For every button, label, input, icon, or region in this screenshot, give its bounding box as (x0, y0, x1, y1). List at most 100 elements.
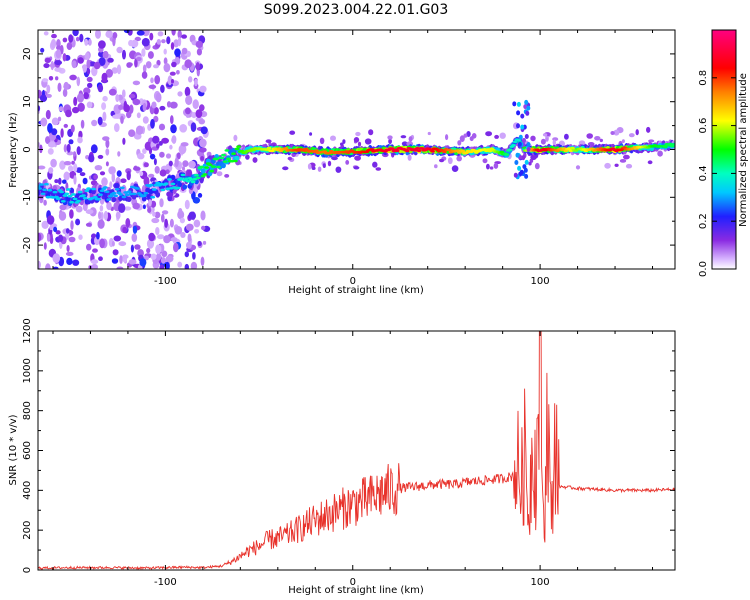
heatmap-noise-cell (184, 251, 189, 258)
heatmap-noise-cell (128, 129, 136, 137)
heatmap-noise-cell (38, 105, 41, 112)
heatmap-noise-cell (148, 199, 152, 207)
y-tick-label: 400 (22, 481, 33, 500)
heatmap-noise-cell (99, 171, 106, 176)
heatmap-noise-cell (141, 48, 146, 57)
heatmap-noise-cell (187, 233, 192, 243)
heatmap-noise-cell (163, 63, 171, 73)
heatmap-noise-cell (199, 104, 205, 112)
heatmap-noise-cell (50, 158, 57, 168)
heatmap-noise-cell (188, 76, 193, 83)
heatmap-noise-cell (154, 75, 161, 85)
heatmap-noise-cell (51, 128, 58, 136)
heatmap-noise-cell (142, 204, 146, 210)
heatmap-noise-cell (86, 68, 91, 75)
heatmap-noise-cell (63, 123, 68, 128)
heatmap-ridge-cell (118, 193, 123, 196)
heatmap-noise-cell (155, 244, 162, 254)
heatmap-noise-cell (153, 115, 159, 123)
heatmap-burst-cell (516, 101, 521, 107)
heatmap-ridge-cell (442, 150, 447, 154)
heatmap-noise-cell (169, 101, 178, 109)
heatmap-ridge-cell (72, 197, 78, 201)
heatmap-noise-cell (200, 256, 205, 266)
heatmap-noise-cell (148, 232, 156, 242)
heatmap-ridge-cell (180, 173, 186, 177)
heatmap-noise-cell (169, 71, 176, 76)
heatmap-noise-cell (56, 45, 62, 50)
heatmap-noise-cell (118, 203, 126, 214)
heatmap-noise-cell (105, 139, 110, 149)
heatmap-ridge-cell (57, 192, 63, 198)
heatmap-noise-cell (124, 104, 130, 113)
heatmap-noise-cell (174, 226, 183, 235)
heatmap-burst-cell (526, 105, 531, 111)
heatmap-ridge-cell (67, 194, 73, 198)
heatmap-ridge-cell (175, 186, 181, 190)
heatmap-noise-cell (94, 165, 103, 171)
heatmap-ridge-cell (39, 183, 44, 186)
heatmap-noise-cell (542, 133, 548, 137)
heatmap-noise-cell (43, 31, 49, 36)
heatmap-noise-cell (62, 88, 68, 98)
heatmap-noise-cell (181, 47, 188, 55)
heatmap-noise-cell (70, 220, 74, 231)
heatmap-noise-cell (108, 166, 116, 175)
heatmap-noise-cell (54, 60, 62, 66)
heatmap-noise-cell (434, 164, 438, 169)
heatmap-ridge-cell (211, 165, 216, 168)
heatmap-noise-cell (181, 34, 188, 39)
heatmap-noise-cell (646, 126, 651, 133)
heatmap-noise-cell (604, 162, 611, 169)
heatmap-noise-cell (171, 135, 177, 144)
heatmap-noise-cell (88, 38, 92, 46)
heatmap-noise-cell (355, 131, 361, 137)
heatmap-noise-cell (621, 139, 625, 144)
heatmap-noise-cell (116, 64, 122, 75)
heatmap-noise-cell (530, 154, 537, 160)
heatmap-noise-cell (46, 233, 51, 242)
heatmap-noise-cell (38, 260, 41, 269)
heatmap-noise-cell (354, 155, 361, 161)
heatmap-ridge-cell (131, 194, 137, 200)
heatmap-ridge-cell (84, 189, 90, 192)
heatmap-noise-cell (564, 133, 569, 140)
heatmap-ridge-cell (507, 148, 513, 151)
heatmap-noise-cell (156, 143, 160, 149)
heatmap-noise-cell (159, 198, 164, 208)
heatmap-noise-cell (111, 67, 119, 74)
heatmap-ridge-cell (671, 143, 675, 146)
heatmap-noise-cell (372, 161, 378, 168)
heatmap-noise-cell (122, 137, 126, 145)
heatmap-noise-cell (182, 160, 189, 168)
heatmap-noise-cell (185, 223, 194, 231)
heatmap-noise-cell (58, 177, 62, 185)
heatmap-noise-cell (120, 115, 124, 124)
heatmap-noise-cell (471, 133, 477, 139)
heatmap-noise-cell (132, 98, 141, 106)
heatmap-noise-cell (60, 128, 64, 138)
heatmap-noise-cell (161, 213, 165, 223)
heatmap-noise-cell (364, 138, 372, 145)
colorbar-tick-label: 0.2 (698, 213, 709, 229)
heatmap-noise-cell (96, 231, 100, 240)
heatmap-noise-cell (45, 93, 52, 98)
heatmap-burst-cell (524, 99, 529, 105)
x-tick-label: -100 (154, 577, 177, 588)
heatmap-ridge-cell (38, 185, 41, 188)
heatmap-noise-cell (439, 158, 445, 163)
heatmap-ridge-cell (60, 200, 66, 203)
heatmap-noise-cell (387, 135, 393, 140)
heatmap-ridge-cell (194, 173, 199, 177)
heatmap-burst-cell (515, 152, 520, 158)
heatmap-noise-cell (73, 151, 76, 157)
heatmap-ridge-cell (45, 195, 51, 199)
heatmap-burst-cell (516, 110, 521, 116)
heatmap-noise-cell (197, 193, 203, 198)
heatmap-ridge-cell (128, 192, 134, 196)
heatmap-noise-cell (63, 171, 70, 181)
heatmap-noise-cell (128, 93, 136, 99)
heatmap-noise-cell (123, 30, 130, 34)
heatmap-burst-cell (516, 123, 520, 129)
